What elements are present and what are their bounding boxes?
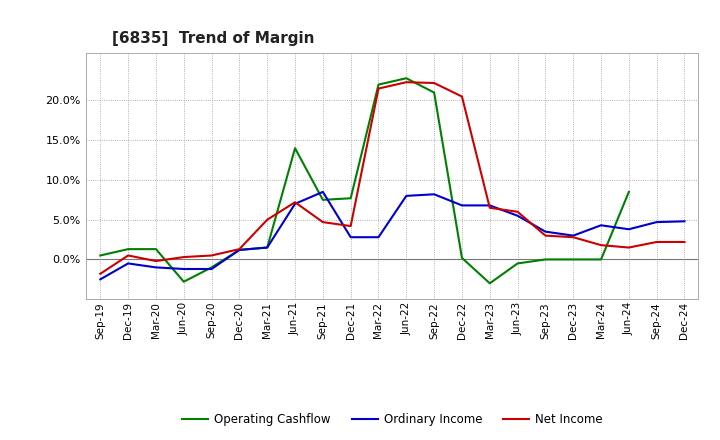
Net Income	[458, 94, 467, 99]
Operating Cashflow	[124, 246, 132, 252]
Net Income	[291, 200, 300, 205]
Ordinary Income	[652, 220, 661, 225]
Legend: Operating Cashflow, Ordinary Income, Net Income: Operating Cashflow, Ordinary Income, Net…	[177, 409, 608, 431]
Operating Cashflow	[402, 76, 410, 81]
Ordinary Income	[569, 233, 577, 238]
Line: Ordinary Income: Ordinary Income	[100, 192, 685, 279]
Text: [6835]  Trend of Margin: [6835] Trend of Margin	[112, 31, 314, 46]
Operating Cashflow	[291, 146, 300, 151]
Net Income	[152, 258, 161, 264]
Operating Cashflow	[318, 197, 327, 202]
Net Income	[652, 239, 661, 245]
Net Income	[569, 235, 577, 240]
Net Income	[680, 239, 689, 245]
Operating Cashflow	[569, 257, 577, 262]
Net Income	[318, 220, 327, 225]
Operating Cashflow	[179, 279, 188, 284]
Net Income	[207, 253, 216, 258]
Net Income	[597, 242, 606, 248]
Ordinary Income	[263, 245, 271, 250]
Net Income	[374, 86, 383, 91]
Operating Cashflow	[235, 247, 243, 253]
Operating Cashflow	[207, 265, 216, 270]
Ordinary Income	[235, 247, 243, 253]
Ordinary Income	[513, 213, 522, 218]
Net Income	[235, 246, 243, 252]
Net Income	[96, 271, 104, 276]
Net Income	[124, 253, 132, 258]
Ordinary Income	[541, 229, 550, 234]
Net Income	[513, 209, 522, 214]
Ordinary Income	[458, 203, 467, 208]
Ordinary Income	[430, 192, 438, 197]
Operating Cashflow	[152, 246, 161, 252]
Net Income	[346, 224, 355, 229]
Line: Operating Cashflow: Operating Cashflow	[100, 78, 629, 283]
Operating Cashflow	[346, 196, 355, 201]
Net Income	[179, 254, 188, 260]
Line: Net Income: Net Income	[100, 82, 685, 274]
Ordinary Income	[96, 277, 104, 282]
Operating Cashflow	[458, 255, 467, 260]
Ordinary Income	[624, 227, 633, 232]
Ordinary Income	[680, 219, 689, 224]
Operating Cashflow	[374, 82, 383, 87]
Net Income	[485, 205, 494, 210]
Operating Cashflow	[430, 90, 438, 95]
Ordinary Income	[152, 265, 161, 270]
Operating Cashflow	[624, 189, 633, 194]
Net Income	[430, 81, 438, 86]
Ordinary Income	[207, 266, 216, 271]
Ordinary Income	[346, 235, 355, 240]
Ordinary Income	[597, 223, 606, 228]
Ordinary Income	[179, 266, 188, 271]
Operating Cashflow	[513, 261, 522, 266]
Net Income	[624, 245, 633, 250]
Operating Cashflow	[263, 245, 271, 250]
Net Income	[402, 80, 410, 85]
Ordinary Income	[318, 189, 327, 194]
Operating Cashflow	[597, 257, 606, 262]
Operating Cashflow	[541, 257, 550, 262]
Net Income	[263, 217, 271, 222]
Net Income	[541, 233, 550, 238]
Ordinary Income	[402, 193, 410, 198]
Operating Cashflow	[485, 281, 494, 286]
Ordinary Income	[374, 235, 383, 240]
Operating Cashflow	[96, 253, 104, 258]
Ordinary Income	[485, 203, 494, 208]
Ordinary Income	[124, 261, 132, 266]
Ordinary Income	[291, 201, 300, 206]
